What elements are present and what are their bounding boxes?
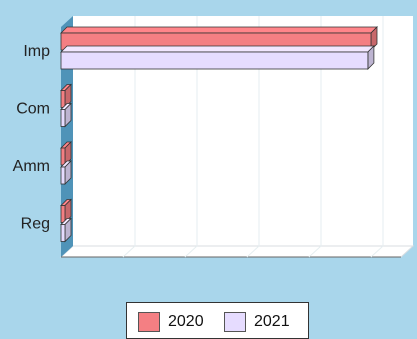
grid-line [308, 245, 322, 258]
plot-left-wall [61, 16, 73, 257]
category-label-amm: Amm [13, 158, 50, 175]
bar-amm-2020 [60, 147, 66, 166]
plot-floor [59, 245, 415, 258]
category-label-reg: Reg [21, 216, 50, 233]
legend: 2020 2021 [126, 302, 309, 339]
bar-com-2021 [60, 109, 66, 127]
bar-imp-2021-top [60, 45, 375, 53]
plot-back-wall [73, 16, 413, 246]
bar-com-2020 [60, 90, 66, 108]
category-label-imp: Imp [23, 43, 50, 60]
category-labels: Imp Com Amm Reg [13, 43, 50, 233]
grid-line [246, 245, 260, 258]
grid-line [370, 245, 384, 258]
bar-reg-2021 [60, 224, 66, 242]
grid-line [184, 245, 198, 258]
grid-line [122, 245, 136, 258]
bar-amm-2021 [60, 166, 66, 185]
legend-label-2020: 2020 [168, 313, 204, 330]
bar-imp-2020-top [60, 26, 378, 34]
bar-imp-2021 [60, 51, 369, 70]
legend-label-2021: 2021 [254, 313, 290, 330]
bar-reg-2020 [60, 205, 66, 223]
bars [60, 26, 378, 243]
category-label-com: Com [16, 101, 50, 118]
legend-swatch-2020 [138, 312, 160, 332]
legend-swatch-2021 [224, 312, 246, 332]
plot-background [59, 16, 415, 258]
